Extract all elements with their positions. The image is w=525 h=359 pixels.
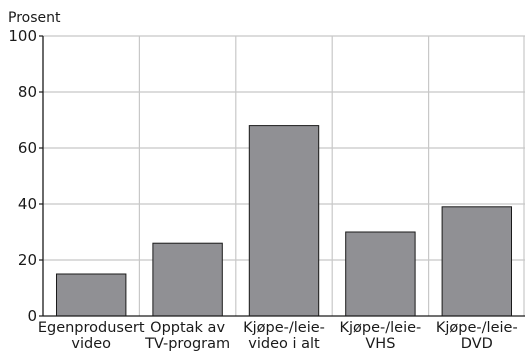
x-tick-label: Kjøpe-/leie-	[340, 320, 422, 336]
bars	[55, 125, 513, 317]
x-tick-label: Kjøpe-/leie-	[243, 320, 325, 336]
y-tick-label: 0	[27, 307, 37, 325]
bar	[345, 231, 416, 317]
x-tick-label: video	[71, 336, 111, 352]
x-tick-label: TV-program	[144, 336, 230, 352]
bar	[248, 125, 320, 317]
x-tick-label: Opptak av	[150, 320, 225, 336]
x-tick-label: Egenprodusert	[38, 320, 145, 336]
x-tick-label: VHS	[365, 336, 395, 352]
axes	[39, 35, 525, 317]
x-tick-label: video i alt	[248, 336, 320, 352]
bar	[55, 273, 127, 317]
x-tick-label: DVD	[461, 336, 493, 352]
y-tick-label: 80	[18, 83, 37, 101]
y-tick-labels: 0 20 40 60 80 100	[8, 27, 37, 325]
y-tick-label: 60	[18, 139, 37, 157]
bar	[152, 242, 223, 317]
y-tick-label: 20	[18, 251, 37, 269]
y-tick-label: 100	[8, 27, 37, 45]
y-tick-label: 40	[18, 195, 37, 213]
y-axis-label: Prosent	[8, 10, 61, 26]
x-tick-label: Kjøpe-/leie-	[436, 320, 518, 336]
bar	[441, 206, 513, 317]
